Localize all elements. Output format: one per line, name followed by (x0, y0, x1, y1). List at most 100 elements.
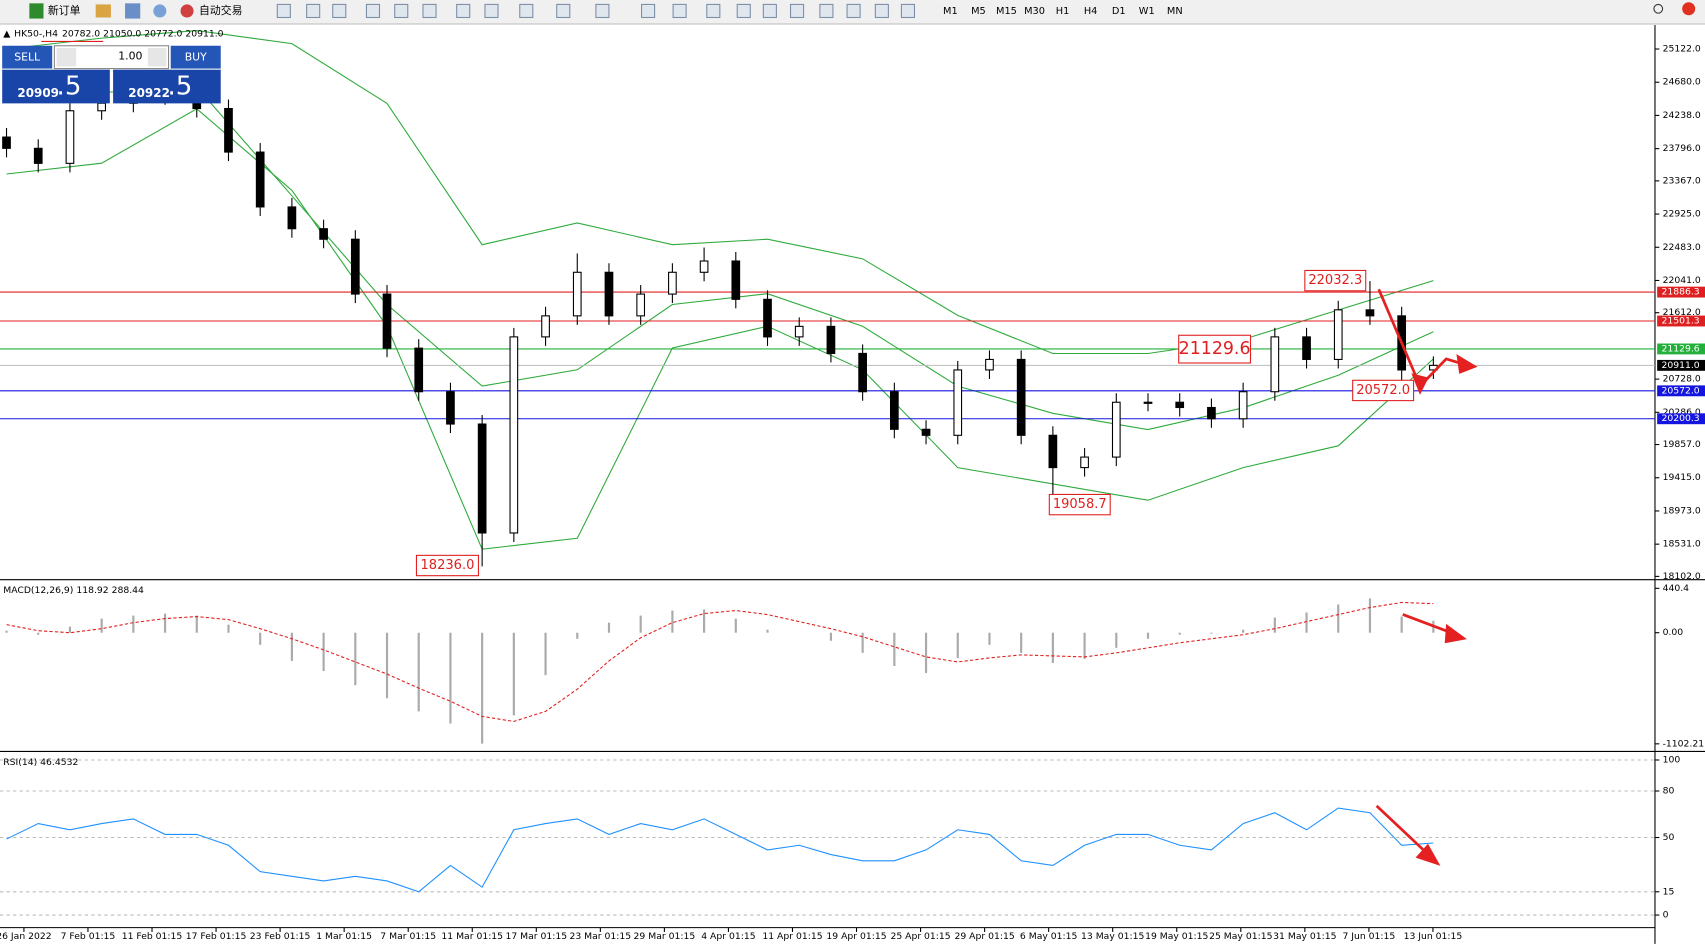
annotation: 21129.6 (1179, 339, 1251, 359)
candle-body (541, 315, 550, 338)
x-tick-label: 23 Mar 01:15 (570, 931, 632, 942)
y-tick-label: 22483.0 (1663, 242, 1701, 253)
price-level-label: 20200.3 (1662, 413, 1700, 424)
candle-body (255, 151, 265, 208)
tool-icon[interactable] (595, 3, 610, 19)
tool-icon[interactable] (365, 3, 381, 19)
symbol-marker: ▲ (3, 28, 11, 39)
x-tick-label: 11 Apr 01:15 (762, 931, 822, 942)
tool-icon[interactable] (306, 3, 321, 19)
tool-icon[interactable] (736, 3, 751, 19)
timeframe[interactable]: H1 (1056, 6, 1070, 17)
candle-body (1333, 309, 1343, 360)
auto-trading-icon[interactable] (180, 4, 194, 18)
tool-icon[interactable] (422, 3, 437, 19)
tool-icon[interactable] (519, 3, 534, 19)
tool-icon[interactable] (706, 3, 721, 19)
y-tick-label: 100 (1663, 754, 1681, 765)
toolbar-icons (276, 3, 916, 19)
candle-body (1207, 406, 1216, 420)
sell-label[interactable]: SELL (14, 51, 40, 64)
y-tick-label: 20286.0 (1663, 407, 1701, 418)
lots-value[interactable]: 1.00 (118, 50, 142, 63)
tool-icon[interactable] (874, 3, 889, 19)
tool-icon[interactable] (672, 3, 687, 19)
tool-icon[interactable] (556, 3, 571, 19)
x-tick-label: 19 Apr 01:15 (826, 931, 886, 942)
y-tick-label: 18973.0 (1663, 505, 1701, 516)
tool-icon[interactable] (394, 3, 409, 19)
candle-body (636, 293, 646, 317)
y-tick-label: 22925.0 (1663, 209, 1701, 220)
tool-icon[interactable] (456, 3, 471, 19)
x-tick-label: 7 Feb 01:15 (61, 931, 116, 942)
timeframe[interactable]: M5 (971, 6, 986, 17)
tool-icon[interactable] (332, 3, 347, 19)
ask-tail[interactable]: .5 (167, 72, 192, 102)
tool-icon[interactable] (276, 3, 291, 19)
new-order[interactable]: 新订单 (48, 3, 81, 17)
tool-icon[interactable] (762, 3, 777, 19)
ask-main[interactable]: 20922 (128, 86, 170, 100)
candle-body (1111, 401, 1121, 458)
tool-icon[interactable] (125, 3, 141, 19)
tool-icon[interactable] (484, 3, 499, 19)
y-tick-label: 21612.0 (1663, 307, 1701, 318)
buy-label[interactable]: BUY (185, 51, 207, 64)
candle-body (1238, 391, 1248, 420)
buy-button[interactable] (170, 45, 221, 69)
price-level-label: 21886.3 (1662, 287, 1700, 298)
tool-icon[interactable] (819, 3, 834, 19)
candle-body (921, 428, 931, 436)
candle-body (699, 260, 709, 273)
annotation: 20572.0 (1356, 383, 1410, 398)
timeframe[interactable]: D1 (1112, 6, 1126, 17)
x-tick-label: 6 May 01:15 (1020, 931, 1078, 942)
spin-up[interactable] (147, 47, 167, 67)
ask-box[interactable] (113, 69, 221, 104)
lots-input[interactable] (53, 45, 170, 70)
bid-box[interactable] (2, 69, 110, 104)
spin-down[interactable] (56, 47, 77, 67)
bid-main[interactable]: 20909 (17, 86, 59, 100)
x-tick-label: 25 May 01:15 (1209, 931, 1272, 942)
candle-body (731, 260, 741, 300)
candle-body (1302, 336, 1311, 360)
candle-body (858, 352, 867, 393)
price-level-label: 21501.3 (1662, 316, 1700, 327)
sell-button[interactable] (2, 45, 53, 69)
y-tick-label: 18102.0 (1663, 571, 1701, 582)
tool-icon[interactable] (641, 3, 656, 19)
price-level-label: 20911.0 (1662, 360, 1700, 371)
y-tick-label: 19415.0 (1663, 472, 1701, 483)
tool-icon[interactable] (789, 3, 805, 19)
annotation-box (1048, 493, 1111, 516)
one-click-panel: SELL 1.00 BUY 20909 .5 20922 .5 (2, 45, 221, 104)
macd-panel (5, 598, 1435, 744)
bid-tail[interactable]: .5 (57, 72, 82, 102)
tool-icon[interactable] (846, 3, 861, 19)
candle-body (1270, 336, 1280, 393)
timeframe[interactable]: H4 (1084, 6, 1098, 17)
timeframe[interactable]: M1 (943, 6, 958, 17)
arrow-head (1444, 623, 1467, 644)
tool-icon[interactable] (900, 3, 916, 19)
alert-badge[interactable] (1682, 2, 1696, 16)
candle-body (763, 298, 772, 338)
y-tick-label: 20728.0 (1663, 374, 1701, 385)
search-icon[interactable] (1653, 3, 1664, 14)
timeframe[interactable]: M15 (996, 6, 1017, 17)
x-tick-label: 11 Mar 01:15 (441, 931, 503, 942)
price-level-tag (1657, 359, 1705, 371)
new-order-icon[interactable] (29, 3, 44, 19)
y-tick-label: -1102.21 (1663, 738, 1705, 749)
annotation-box (415, 554, 479, 577)
timeframe[interactable]: M30 (1024, 6, 1045, 17)
timeframe[interactable]: W1 (1139, 6, 1155, 17)
y-tick-label: 24238.0 (1663, 110, 1701, 121)
tool-icon[interactable] (95, 4, 111, 18)
timeframe[interactable]: MN (1167, 6, 1183, 17)
auto-trading[interactable]: 自动交易 (199, 3, 242, 17)
y-tick-label: 24680.0 (1663, 77, 1701, 88)
tool-icon[interactable] (153, 4, 167, 18)
